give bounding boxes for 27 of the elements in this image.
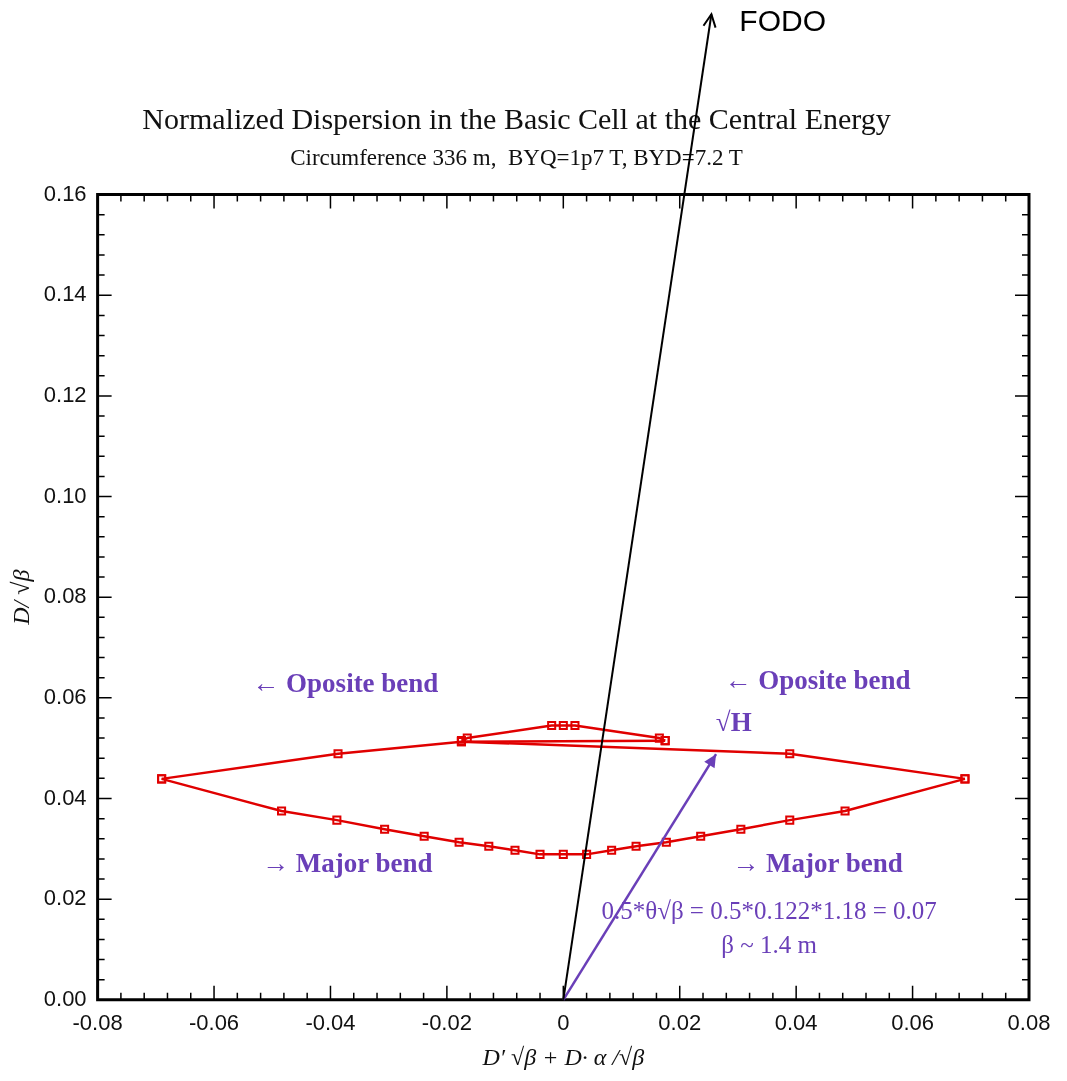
y-tick-label: 0.06 [43, 683, 87, 709]
x-tick-label: 0 [557, 1010, 570, 1036]
y-tick-label: 0.08 [43, 583, 87, 609]
y-tick-label: 0.10 [43, 482, 87, 508]
x-tick-label: 0.02 [658, 1010, 702, 1036]
annotation: → Major bend [261, 848, 433, 879]
x-tick-label: 0.06 [891, 1010, 934, 1036]
y-tick-label: 0.02 [43, 885, 87, 911]
x-axis-title: D′ √β + D· α /√β [481, 1043, 645, 1070]
text: FODO [739, 3, 827, 37]
x-tick-label: -0.08 [72, 1010, 123, 1036]
y-tick-label: 0.12 [43, 381, 87, 407]
annotation: ← Oposite bend [724, 664, 911, 695]
annotation: β ~ 1.4 m [721, 931, 818, 959]
x-tick-label: 0.04 [774, 1010, 818, 1036]
y-tick-label: 0.00 [43, 985, 87, 1011]
x-tick-label: 0.08 [1007, 1010, 1051, 1036]
x-tick-label: -0.02 [421, 1010, 472, 1036]
y-tick-label: 0.16 [43, 180, 87, 206]
annotation: ← Oposite bend [252, 667, 439, 698]
y-tick-label: 0.04 [43, 784, 87, 810]
annotation: → Major bend [732, 848, 903, 879]
annotation: √H [715, 707, 752, 738]
y-axis-title: D/ √β [7, 569, 34, 626]
y-tick-label: 0.14 [43, 281, 87, 307]
x-tick-label: -0.04 [305, 1010, 356, 1036]
x-tick-label: -0.06 [188, 1010, 240, 1036]
